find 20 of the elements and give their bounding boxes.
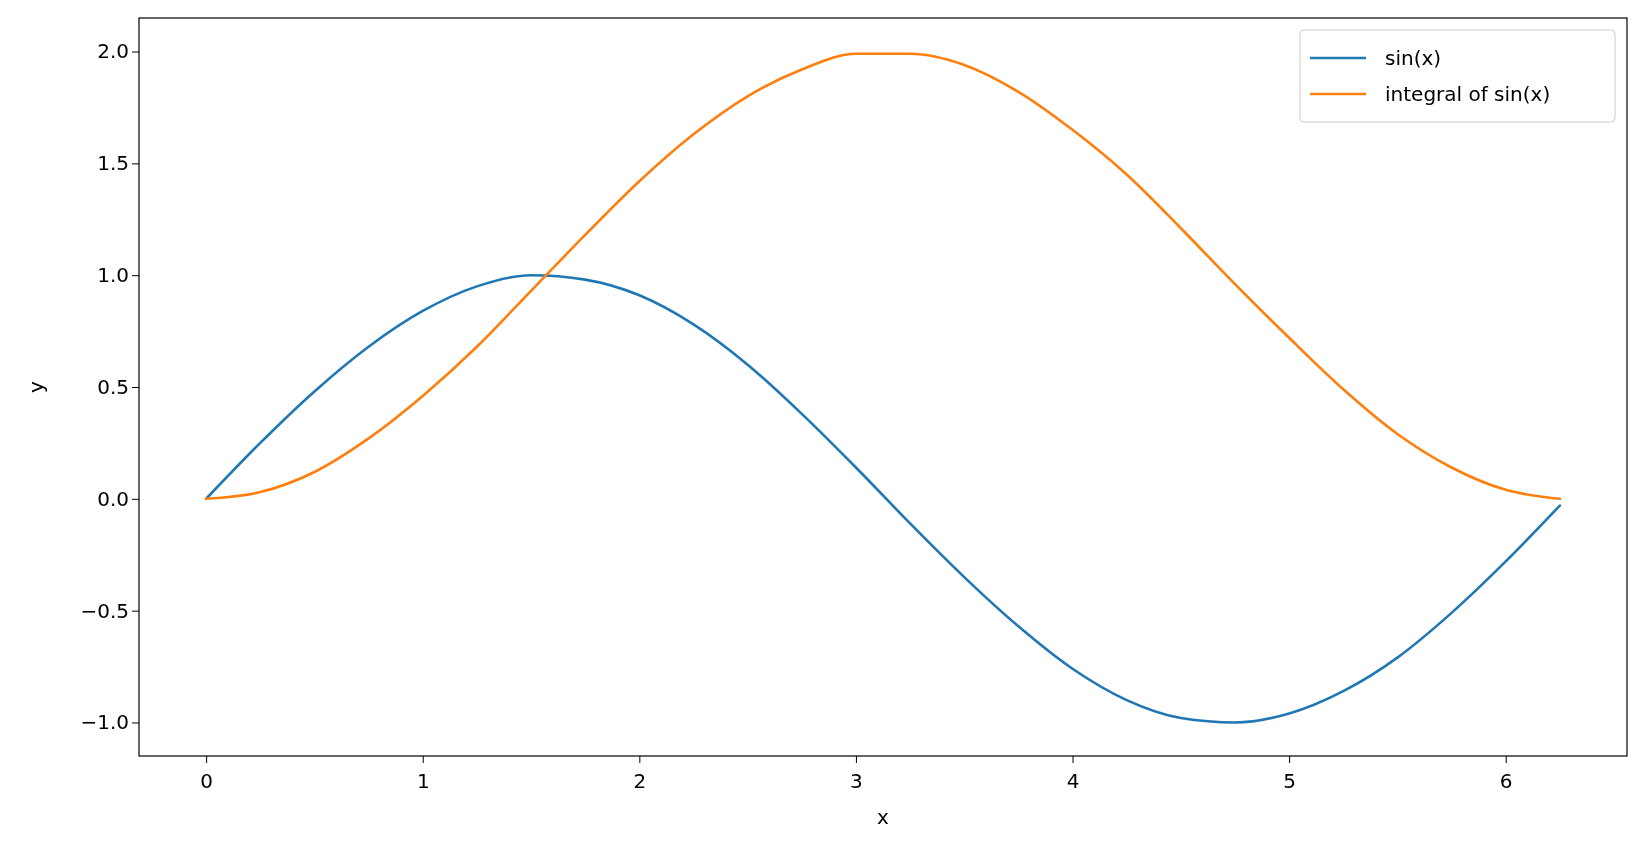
y-tick-label: 1.5 [97,151,129,176]
x-tick-label: 1 [416,769,430,793]
x-tick-label: 2 [633,769,647,793]
y-tick-label: 1.0 [97,263,129,288]
x-axis-title: x [877,805,890,829]
y-tick-label: 0.5 [97,374,129,399]
x-tick-label: 3 [850,769,863,793]
x-tick-label: 4 [1066,769,1080,793]
y-tick-label: −0.5 [80,598,129,623]
y-tick-label: −1.0 [80,710,129,735]
legend-label: sin(x) [1385,46,1442,70]
y-tick-label: 0.0 [97,486,129,511]
y-axis-title: y [24,380,48,393]
line-series [204,52,1562,501]
x-tick-label: 5 [1283,769,1296,793]
x-tick-label: 0 [200,769,214,793]
x-tick-label: 6 [1499,769,1513,793]
legend-label: integral of sin(x) [1385,82,1551,106]
y-tick-label: 2.0 [97,39,129,64]
line-series [204,273,1562,724]
